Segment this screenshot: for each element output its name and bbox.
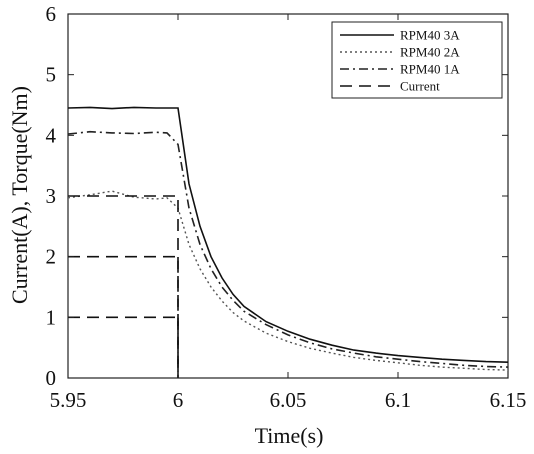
legend-label: RPM40 1A [400,62,460,77]
series-line-rpm40-3a [67,106,509,363]
legend-label: RPM40 3A [400,28,460,43]
legend: RPM40 3A RPM40 2A RPM40 1A Current [331,21,503,99]
y-axis-title: Current(A), Torque(Nm) [7,86,32,304]
series-line-current [68,255,179,378]
series-line-current [68,195,179,378]
series-layer [67,106,509,378]
series-line-rpm40-1a [67,130,509,368]
x-tick-label: 5.95 [50,388,87,412]
y-tick-label: 1 [46,305,57,329]
y-tick-label: 6 [46,2,57,26]
axes: 5.95 6 6.05 6.1 6.15 0 1 2 3 4 5 6 Time(s) Current… [7,2,526,448]
legend-label: Current [400,79,440,94]
x-tick-label: 6 [173,388,184,412]
x-tick-label: 6.1 [385,388,411,412]
y-tick-label: 3 [46,184,57,208]
y-axis-ticks: 0 1 2 3 4 5 6 [46,2,508,390]
x-tick-label: 6.05 [270,388,307,412]
x-tick-label: 6.15 [490,388,527,412]
y-tick-label: 5 [46,63,57,87]
legend-label: RPM40 2A [400,45,460,60]
y-tick-label: 0 [46,366,57,390]
x-axis-ticks: 5.95 6 6.05 6.1 6.15 [50,14,527,412]
x-axis-title: Time(s) [255,423,324,448]
y-tick-label: 2 [46,245,57,269]
y-tick-label: 4 [46,123,57,147]
